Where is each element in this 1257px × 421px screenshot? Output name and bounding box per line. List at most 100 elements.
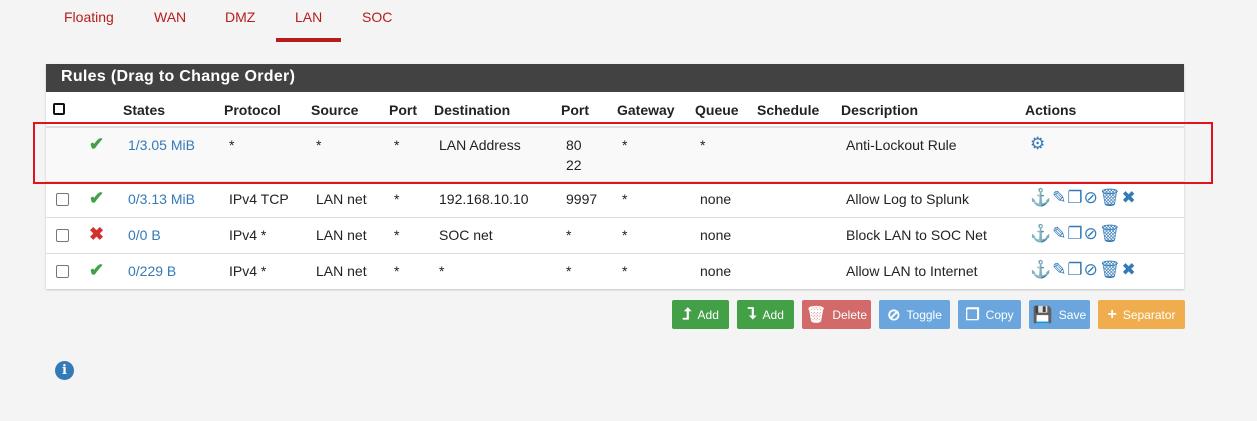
port: * [394,227,400,243]
tab-wan[interactable]: WAN [154,9,187,25]
disable-icon[interactable]: ⊘ [1083,188,1099,207]
description: Anti-Lockout Rule [846,137,957,153]
col-destination[interactable]: Destination [434,102,511,118]
anchor-icon[interactable]: ⚓ [1030,260,1053,279]
queue: none [700,263,732,279]
select-all-checkbox[interactable] [53,103,65,115]
destination: * [439,263,445,279]
col-dest-port[interactable]: Port [561,102,589,118]
table-header: States Protocol Source Port Destination … [46,92,1184,126]
destination: SOC net [439,227,493,243]
block-x-icon: ✖ [89,224,105,244]
save-label: Save [1058,307,1087,322]
destination: 192.168.10.10 [439,191,529,207]
table-row[interactable]: ✖ 0/0 B IPv4 * LAN net * SOC net * * non… [46,217,1184,254]
disable-icon: ⊘ [887,306,901,324]
panel-title: Rules (Drag to Change Order) [46,64,1184,92]
anchor-icon[interactable]: ⚓ [1030,224,1053,243]
trash-icon[interactable]: 🗑 [1098,224,1122,243]
dest-port: 9997 [566,191,598,207]
table-row[interactable]: ✔ 1/3.05 MiB * * * LAN Address 80 22 * *… [46,126,1184,183]
source: LAN net [316,227,367,243]
protocol: IPv4 TCP [229,191,289,207]
dest-port: * [566,227,572,243]
port: * [394,137,400,153]
active-tab-indicator [276,38,341,42]
pencil-icon[interactable]: ✎ [1052,260,1068,279]
description: Allow Log to Splunk [846,191,969,207]
row-checkbox[interactable] [56,229,69,242]
row-checkbox[interactable] [56,265,69,278]
states-link[interactable]: 0/229 B [128,263,177,279]
protocol: IPv4 * [229,263,267,279]
close-icon[interactable]: ✖ [1121,260,1137,279]
pass-check-icon: ✔ [89,134,105,154]
separator-label: Separator [1122,307,1176,322]
save-button[interactable]: 💾 Save [1029,300,1090,329]
add-bottom-label: Add [762,307,784,322]
copy-label: Copy [985,307,1014,322]
col-gateway[interactable]: Gateway [617,102,675,118]
dest-port-2: 22 [566,157,582,173]
pass-check-icon: ✔ [89,260,105,280]
tab-dmz[interactable]: DMZ [225,9,256,25]
table-row[interactable]: ✔ 0/229 B IPv4 * LAN net * * * * none Al… [46,253,1184,290]
delete-button[interactable]: 🗑 Delete [802,300,871,329]
gear-icon[interactable]: ⚙ [1030,134,1047,153]
copy-button[interactable]: ❐ Copy [958,300,1021,329]
copy-icon[interactable]: ❐ [1067,224,1084,243]
col-states[interactable]: States [123,102,166,118]
plus-icon: + [1107,305,1117,323]
source: * [316,137,322,153]
anchor-icon[interactable]: ⚓ [1030,188,1053,207]
row-checkbox[interactable] [56,193,69,206]
trash-icon[interactable]: 🗑 [1098,188,1122,207]
rules-panel: Rules (Drag to Change Order) States Prot… [46,64,1184,289]
gateway: * [622,191,628,207]
tab-soc[interactable]: SOC [362,9,393,25]
queue: none [700,191,732,207]
add-separator-button[interactable]: + Separator [1098,300,1185,329]
disable-icon[interactable]: ⊘ [1083,224,1099,243]
source: LAN net [316,191,367,207]
close-icon[interactable]: ✖ [1121,188,1137,207]
table-row[interactable]: ✔ 0/3.13 MiB IPv4 TCP LAN net * 192.168.… [46,181,1184,218]
description: Block LAN to SOC Net [846,227,987,243]
col-schedule[interactable]: Schedule [757,102,820,118]
source: LAN net [316,263,367,279]
copy-icon: ❐ [965,306,980,324]
copy-icon[interactable]: ❐ [1067,260,1084,279]
pencil-icon[interactable]: ✎ [1052,188,1068,207]
trash-icon[interactable]: 🗑 [1098,260,1122,279]
save-icon: 💾 [1032,306,1053,324]
add-bottom-button[interactable]: ⮧ Add [737,300,794,329]
queue: * [700,137,706,153]
toggle-button[interactable]: ⊘ Toggle [879,300,950,329]
states-link[interactable]: 0/3.13 MiB [128,191,195,207]
queue: none [700,227,732,243]
delete-label: Delete [832,307,867,322]
gateway: * [622,227,628,243]
description: Allow LAN to Internet [846,263,978,279]
states-link[interactable]: 0/0 B [128,227,161,243]
pencil-icon[interactable]: ✎ [1052,224,1068,243]
col-description[interactable]: Description [841,102,919,118]
info-icon[interactable]: i [55,361,74,380]
dest-port: * [566,263,572,279]
tab-lan[interactable]: LAN [295,9,323,25]
add-top-button[interactable]: ⮥ Add [672,300,729,329]
col-protocol[interactable]: Protocol [224,102,281,118]
tab-floating[interactable]: Floating [64,9,114,25]
disable-icon[interactable]: ⊘ [1083,260,1099,279]
copy-icon[interactable]: ❐ [1067,188,1084,207]
states-link[interactable]: 1/3.05 MiB [128,137,195,153]
add-top-label: Add [697,307,719,322]
gateway: * [622,137,628,153]
protocol: * [229,137,235,153]
col-queue[interactable]: Queue [695,102,739,118]
col-source[interactable]: Source [311,102,359,118]
pass-check-icon: ✔ [89,188,105,208]
port: * [394,263,400,279]
port: * [394,191,400,207]
col-port[interactable]: Port [389,102,417,118]
